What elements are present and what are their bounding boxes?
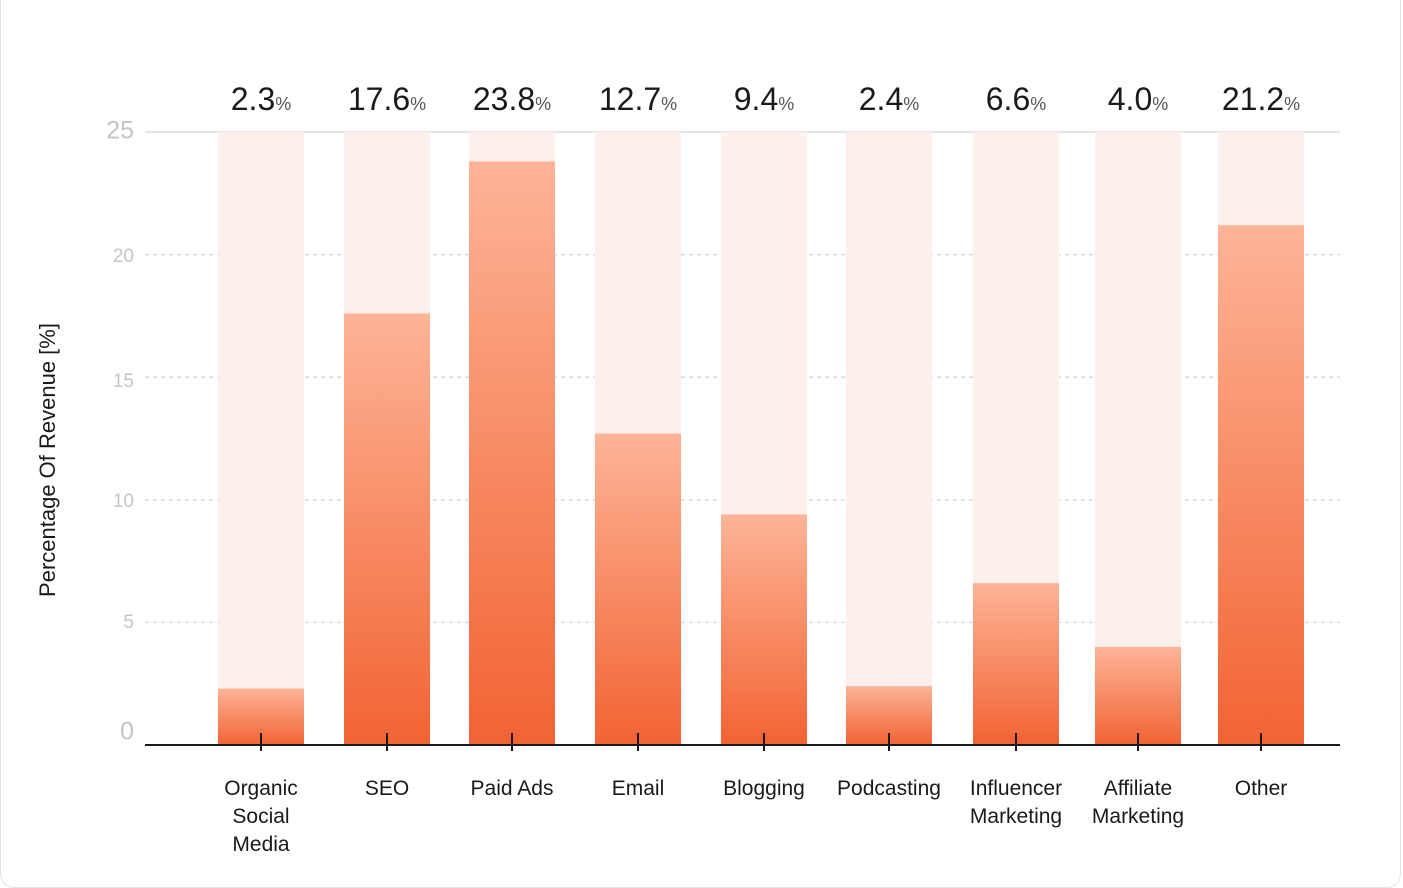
bar-track — [218, 132, 304, 745]
category-label: Paid Ads — [471, 777, 554, 800]
bar-chart: 0 5 10 15 20 25 2.3% 17.6% 23.8% 12.7% 9.4% 2.4% 6.… — [106, 81, 1340, 856]
value-label: 23.8% — [473, 81, 551, 117]
y-tick-label: 20 — [113, 246, 134, 267]
y-tick-labels: 0 5 10 15 20 25 — [106, 117, 134, 746]
y-tick-label: 5 — [123, 612, 134, 633]
category-label: Other — [1235, 777, 1288, 800]
value-label: 4.0% — [1108, 81, 1169, 117]
category-labels: Organic Social Media SEO Paid Ads Email Bloggi… — [224, 777, 1287, 856]
value-labels: 2.3% 17.6% 23.8% 12.7% 9.4% 2.4% 6.6% 4.0% 21.2% — [231, 81, 1300, 117]
y-tick-label: 10 — [113, 491, 134, 512]
value-label: 2.4% — [859, 81, 920, 117]
bar-track — [846, 132, 932, 745]
bar — [973, 583, 1059, 745]
category-label: Organic Social Media — [224, 777, 298, 856]
bar — [344, 313, 430, 745]
category-label: Podcasting — [837, 777, 941, 800]
bar — [1218, 225, 1304, 745]
bars — [218, 161, 1304, 745]
value-label: 2.3% — [231, 81, 292, 117]
category-label: SEO — [365, 777, 409, 800]
bar-track — [1095, 132, 1181, 745]
y-tick-label: 25 — [106, 117, 134, 145]
category-label: Influencer Marketing — [970, 777, 1062, 828]
bar — [721, 514, 807, 745]
bar — [1095, 646, 1181, 745]
x-axis — [145, 733, 1340, 751]
category-label: Email — [612, 777, 665, 800]
bar — [469, 161, 555, 745]
value-label: 9.4% — [734, 81, 795, 117]
y-tick-label: 15 — [113, 371, 134, 392]
category-label: Blogging — [723, 777, 805, 800]
bar — [595, 433, 681, 745]
value-label: 6.6% — [986, 81, 1047, 117]
value-label: 21.2% — [1222, 81, 1300, 117]
category-label: Affiliate Marketing — [1092, 777, 1184, 828]
value-label: 17.6% — [348, 81, 426, 117]
y-tick-label: 0 — [120, 718, 134, 746]
value-label: 12.7% — [599, 81, 677, 117]
